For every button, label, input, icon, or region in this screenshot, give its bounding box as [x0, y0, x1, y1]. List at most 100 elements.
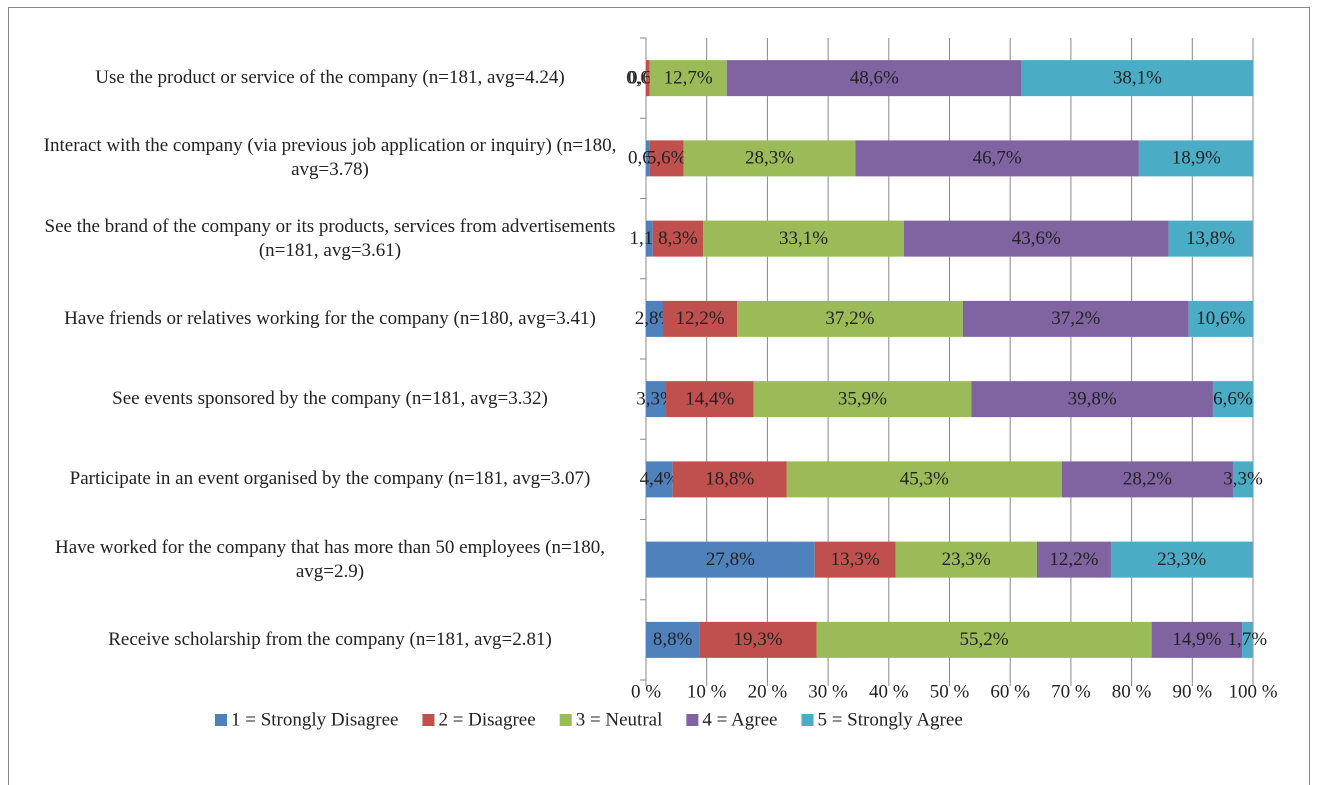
x-tick-label: 90 %: [1173, 681, 1213, 702]
data-label: 43,6%: [1012, 228, 1061, 249]
bar-segment: [816, 621, 1152, 658]
bar-segment: [1168, 220, 1253, 257]
data-label: 39,8%: [1068, 388, 1117, 409]
bar-segment: [646, 60, 650, 97]
data-label: 28,3%: [745, 148, 794, 169]
bar-segment: [646, 381, 667, 418]
x-tick-label: 80 %: [1112, 681, 1152, 702]
data-label: 37,2%: [1051, 308, 1100, 329]
bar-segment: [646, 140, 650, 177]
x-tick-label: 60 %: [990, 681, 1030, 702]
bar-segment: [1061, 461, 1233, 498]
bar-segment: [1188, 300, 1253, 337]
data-label: 46,7%: [973, 148, 1022, 169]
x-tick-label: 50 %: [930, 681, 970, 702]
x-tick-label: 30 %: [808, 681, 848, 702]
data-label: 14,9%: [1172, 629, 1221, 650]
data-label: 8,3%: [658, 228, 698, 249]
y-tick-label: See the brand of the company or its prod…: [44, 215, 616, 261]
bar-segment: [1036, 541, 1111, 578]
bar-segment: [1021, 60, 1253, 97]
legend-label: 4 = Agree: [702, 709, 777, 730]
bar-segment: [699, 621, 817, 658]
y-tick-label: Have worked for the company that has mor…: [55, 536, 605, 582]
bar-segment: [903, 220, 1169, 257]
bar-segment: [646, 621, 700, 658]
data-label: 55,2%: [960, 629, 1009, 650]
chart-frame: [8, 7, 1310, 785]
bar-segment: [726, 60, 1022, 97]
x-tick-label: 10 %: [687, 681, 727, 702]
data-label: 13,3%: [831, 549, 880, 570]
bar-segment: [753, 381, 972, 418]
bar-segment: [646, 541, 815, 578]
legend-swatch: [686, 714, 699, 726]
data-label: 48,6%: [850, 67, 899, 88]
bar-segment: [786, 461, 1062, 498]
legend-swatch: [215, 714, 227, 726]
y-tick-label: Receive scholarship from the company (n=…: [108, 628, 552, 650]
data-label: 1,7%: [1227, 629, 1267, 650]
bar-segment: [683, 140, 856, 177]
x-tick-label: 100 %: [1228, 681, 1277, 702]
legend-swatch: [801, 714, 814, 726]
bar-segment: [962, 300, 1189, 337]
data-label: 12,2%: [675, 308, 724, 329]
bar-segment: [895, 541, 1037, 578]
bar-segment: [855, 140, 1139, 177]
data-label: 45,3%: [900, 469, 949, 490]
data-label: 23,3%: [1157, 549, 1206, 570]
data-label: 10,6%: [1196, 308, 1245, 329]
data-label: 12,2%: [1049, 549, 1098, 570]
data-label: 8,8%: [653, 629, 693, 650]
y-tick-label: See events sponsored by the company (n=1…: [112, 388, 548, 409]
data-label: 6,6%: [1213, 388, 1253, 409]
data-label: 12,7%: [664, 67, 713, 88]
y-tick-label: Participate in an event organised by the…: [69, 468, 591, 490]
data-label: 5,6%: [647, 148, 687, 169]
y-tick-label: Have friends or relatives working for th…: [64, 307, 596, 329]
data-label: 13,8%: [1186, 228, 1235, 249]
bar-segment: [1232, 461, 1253, 498]
data-label: 28,2%: [1123, 469, 1172, 490]
bar-segment: [649, 60, 727, 97]
bar-segment: [662, 300, 738, 337]
legend-label: 2 = Disagree: [438, 709, 535, 730]
bar-segment: [1151, 621, 1243, 658]
bar-segment: [1242, 621, 1253, 658]
data-label: 23,3%: [942, 549, 991, 570]
data-label: 35,9%: [838, 388, 887, 409]
legend-label: 3 = Neutral: [576, 709, 663, 730]
bar-segment: [646, 300, 663, 337]
bar-segment: [814, 541, 896, 578]
bar-segment: [666, 381, 754, 418]
legend-label: 5 = Strongly Agree: [817, 709, 962, 730]
data-label: 14,4%: [685, 388, 734, 409]
bar-segment: [652, 220, 704, 257]
data-label: 18,9%: [1172, 148, 1221, 169]
y-tick-label: Interact with the company (via previous …: [43, 135, 617, 181]
data-label: 37,2%: [825, 308, 874, 329]
legend-swatch: [559, 714, 572, 726]
data-label: 38,1%: [1113, 67, 1162, 88]
bar-segment: [646, 461, 673, 498]
bar-segment: [971, 381, 1213, 418]
bar-segment: [649, 140, 684, 177]
bar-segment: [737, 300, 963, 337]
bar-segment: [703, 220, 904, 257]
bar-segment: [672, 461, 787, 498]
legend-swatch: [422, 714, 435, 726]
legend-label: 1 = Strongly Disagree: [231, 709, 398, 730]
x-tick-label: 0 %: [631, 681, 661, 702]
data-label: 3,3%: [1223, 469, 1263, 490]
y-tick-label: Use the product or service of the compan…: [95, 67, 565, 88]
bar-segment: [1138, 140, 1254, 177]
bar-segment: [646, 220, 653, 257]
data-label: 27,8%: [706, 549, 755, 570]
data-label: 18,8%: [705, 469, 754, 490]
x-tick-label: 40 %: [869, 681, 909, 702]
bar-segment: [1110, 541, 1253, 578]
bar-segment: [1212, 381, 1253, 418]
